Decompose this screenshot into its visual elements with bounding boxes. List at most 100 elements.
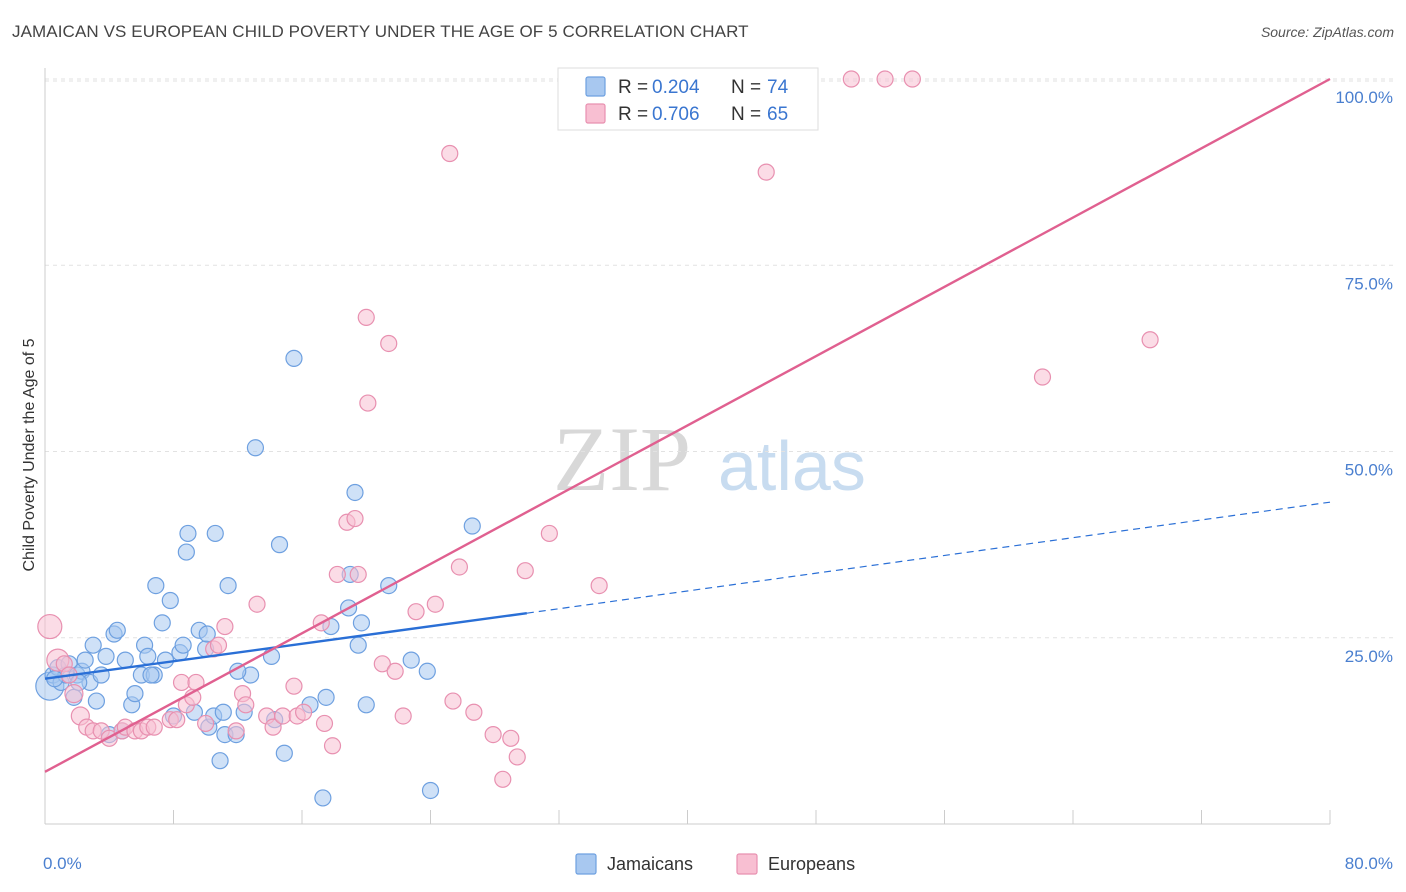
data-point-jamaicans (177, 543, 195, 561)
data-point-europeans (274, 707, 292, 725)
data-point-jamaicans (270, 536, 289, 554)
data-point-europeans (903, 70, 921, 88)
stats-legend: R = 0.204 N = 74 R = 0.706 N = 65 (557, 67, 819, 131)
data-point-jamaicans (116, 651, 134, 669)
data-point-europeans (37, 613, 63, 640)
data-point-europeans (373, 655, 391, 673)
data-point-jamaicans (275, 744, 293, 762)
y-tick-label: 75.0% (1345, 274, 1393, 293)
data-point-europeans (315, 714, 334, 733)
data-point-europeans (248, 595, 266, 613)
data-point-europeans (323, 737, 342, 755)
n-label: N = (731, 77, 761, 98)
data-point-jamaicans (206, 524, 224, 543)
legend-swatch-europeans (736, 853, 758, 875)
data-point-jamaicans (126, 685, 144, 703)
data-point-europeans (168, 711, 186, 729)
data-point-jamaicans (349, 636, 367, 654)
data-point-jamaicans (108, 621, 126, 639)
y-tick-label: 25.0% (1345, 647, 1393, 666)
data-point-europeans (842, 70, 860, 88)
data-points (35, 70, 1159, 807)
trend-lines (44, 77, 1331, 773)
data-point-europeans (465, 703, 483, 721)
stats-swatch-europeans (585, 103, 606, 124)
n-value: 74 (767, 77, 789, 98)
data-point-jamaicans (84, 636, 102, 654)
data-point-europeans (1141, 331, 1159, 349)
data-point-europeans (64, 684, 84, 704)
data-point-europeans (441, 144, 459, 163)
watermark: ZIP atlas (553, 408, 866, 510)
watermark-zip: ZIP (553, 408, 691, 510)
trend-extension-jamaicans (526, 501, 1331, 614)
chart-title: JAMAICAN VS EUROPEAN CHILD POVERTY UNDER… (12, 22, 749, 41)
data-point-jamaicans (97, 647, 115, 665)
grid-lines (45, 78, 1395, 639)
data-point-europeans (394, 707, 412, 725)
data-point-europeans (285, 677, 303, 695)
data-point-jamaicans (214, 703, 232, 721)
data-point-jamaicans (153, 614, 171, 632)
data-point-jamaicans (174, 636, 192, 654)
data-point-europeans (426, 595, 444, 613)
series-legend: Jamaicans Europeans (575, 853, 855, 875)
r-value: 0.204 (652, 77, 700, 98)
data-point-europeans (197, 714, 215, 733)
data-point-europeans (450, 558, 469, 576)
data-point-europeans (237, 696, 255, 714)
data-point-jamaicans (161, 591, 179, 610)
data-point-europeans (757, 163, 775, 181)
data-point-europeans (407, 603, 425, 621)
data-point-europeans (357, 308, 375, 326)
data-point-europeans (516, 562, 534, 580)
data-point-jamaicans (198, 625, 216, 643)
legend-label-europeans: Europeans (768, 854, 855, 874)
data-point-jamaicans (87, 692, 106, 710)
data-point-jamaicans (317, 688, 335, 706)
data-point-europeans (508, 748, 526, 766)
data-point-jamaicans (211, 752, 229, 770)
source-label: Source: ZipAtlas.com (1260, 24, 1394, 40)
axes (44, 68, 1331, 825)
tick-labels: 25.0% 50.0% 75.0% 100.0% 0.0% 80.0% (43, 88, 1393, 873)
data-point-europeans (349, 565, 367, 584)
data-point-europeans (444, 692, 462, 710)
trend-line-jamaicans (44, 611, 528, 680)
watermark-atlas: atlas (718, 427, 866, 505)
data-point-europeans (590, 576, 608, 595)
data-point-jamaicans (402, 651, 420, 669)
y-axis-label: Child Poverty Under the Age of 5 (21, 338, 38, 571)
x-tick-label-min: 0.0% (43, 854, 82, 873)
data-point-jamaicans (352, 614, 371, 632)
data-point-europeans (359, 394, 377, 412)
r-value: 0.706 (652, 104, 700, 125)
y-tick-label: 100.0% (1335, 88, 1393, 107)
data-point-jamaicans (246, 439, 265, 457)
data-point-jamaicans (142, 666, 160, 684)
data-point-jamaicans (147, 576, 165, 595)
data-point-europeans (209, 636, 228, 654)
data-point-europeans (494, 770, 512, 788)
data-point-europeans (227, 722, 245, 740)
data-point-europeans (295, 703, 313, 721)
n-label: N = (731, 104, 761, 125)
data-point-jamaicans (418, 662, 436, 680)
data-point-europeans (328, 565, 346, 584)
data-point-europeans (216, 617, 234, 636)
data-point-europeans (380, 334, 398, 353)
data-point-europeans (264, 718, 282, 736)
r-label: R = (618, 104, 648, 125)
data-point-europeans (876, 70, 894, 88)
data-point-jamaicans (346, 483, 364, 502)
data-point-europeans (145, 718, 163, 736)
data-point-europeans (484, 725, 502, 744)
data-point-europeans (386, 662, 404, 680)
data-point-europeans (1033, 368, 1052, 386)
data-point-jamaicans (314, 789, 332, 807)
stats-swatch-jamaicans (585, 76, 606, 97)
data-point-jamaicans (285, 349, 303, 367)
data-point-jamaicans (357, 696, 375, 714)
data-point-europeans (346, 509, 364, 528)
